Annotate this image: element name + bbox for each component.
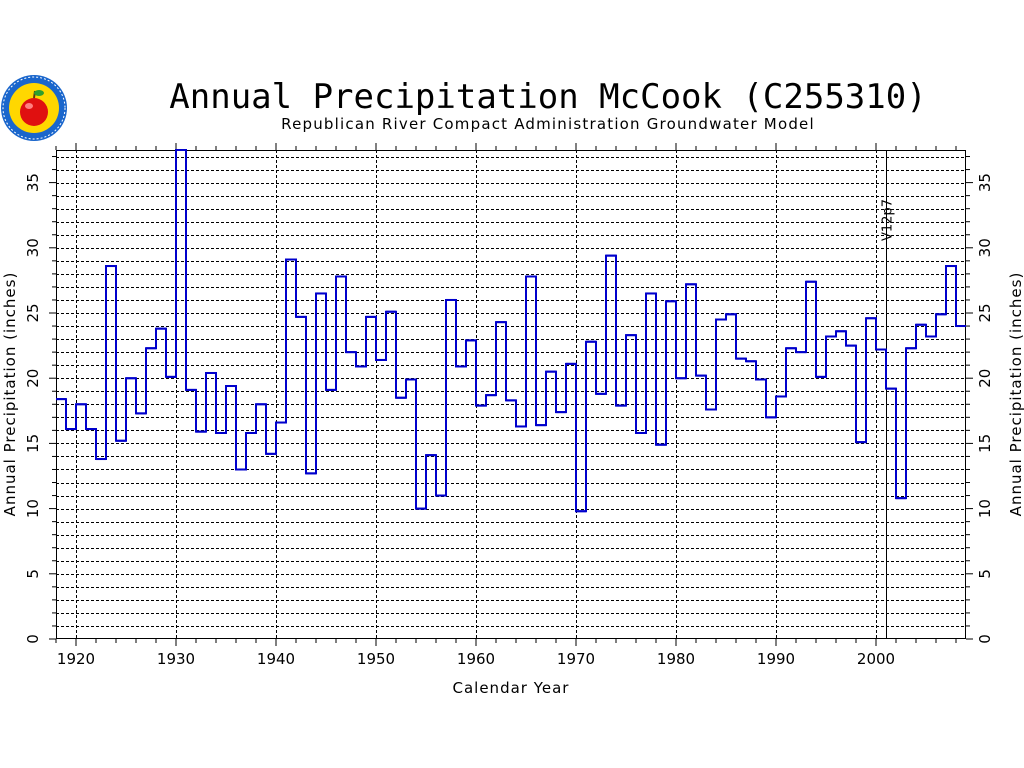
x-tick-label: 1930 [157,650,195,668]
version-marker: V12p7 [881,150,896,639]
axes [49,143,973,646]
tick-labels: 0 0 5 5 10 10 15 15 20 20 25 25 30 30 35 35 1920 1930 1940… [24,173,994,668]
series-line [56,149,966,513]
y-tick-label-left: 35 [24,173,42,192]
y-tick-label-left: 0 [24,634,42,644]
chart-subtitle: Republican River Compact Administration … [281,115,815,133]
y-axis-label-right: Annual Precipitation (inches) [1007,272,1024,517]
apple-seal-icon [1,75,67,141]
plot-frame [56,150,966,639]
y-tick-label-left: 30 [24,238,42,257]
y-tick-label-right: 5 [976,569,994,579]
x-tick-label: 1970 [557,650,595,668]
y-tick-label-left: 5 [24,569,42,579]
x-tick-label: 1990 [757,650,795,668]
x-axis-label: Calendar Year [453,679,570,697]
y-tick-label-right: 0 [976,634,994,644]
grid-lines [56,150,966,639]
x-tick-label: 1920 [57,650,95,668]
y-axis-label-left: Annual Precipitation (inches) [1,272,19,517]
y-tick-label-right: 35 [976,173,994,192]
y-tick-label-right: 20 [976,369,994,388]
x-tick-label: 1980 [657,650,695,668]
x-tick-label: 2000 [857,650,895,668]
series-layer [56,149,966,513]
marker-label: V12p7 [881,199,896,241]
y-tick-label-right: 30 [976,238,994,257]
y-tick-label-left: 20 [24,369,42,388]
y-tick-label-left: 25 [24,303,42,322]
x-tick-label: 1950 [357,650,395,668]
y-tick-label-right: 25 [976,303,994,322]
y-tick-label-left: 10 [24,499,42,518]
y-tick-label-right: 15 [976,434,994,453]
y-tick-label-left: 15 [24,434,42,453]
x-tick-label: 1960 [457,650,495,668]
x-tick-label: 1940 [257,650,295,668]
y-tick-label-right: 10 [976,499,994,518]
chart-title: Annual Precipitation McCook (C255310) [169,77,926,117]
